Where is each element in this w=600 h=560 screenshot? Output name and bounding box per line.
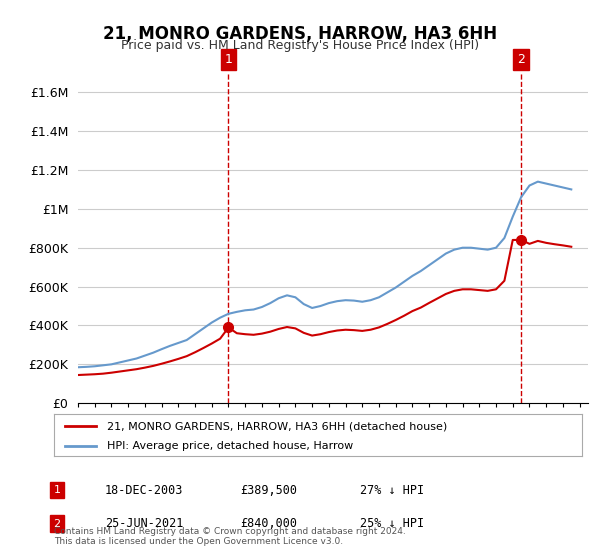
Text: 2: 2 <box>517 53 525 66</box>
Text: Contains HM Land Registry data © Crown copyright and database right 2024.
This d: Contains HM Land Registry data © Crown c… <box>54 526 406 546</box>
Text: Price paid vs. HM Land Registry's House Price Index (HPI): Price paid vs. HM Land Registry's House … <box>121 39 479 52</box>
Text: 1: 1 <box>53 485 61 495</box>
Text: £840,000: £840,000 <box>240 517 297 530</box>
Text: 25% ↓ HPI: 25% ↓ HPI <box>360 517 424 530</box>
Text: 27% ↓ HPI: 27% ↓ HPI <box>360 483 424 497</box>
Text: 1: 1 <box>224 53 232 66</box>
Text: HPI: Average price, detached house, Harrow: HPI: Average price, detached house, Harr… <box>107 441 353 451</box>
Text: 21, MONRO GARDENS, HARROW, HA3 6HH: 21, MONRO GARDENS, HARROW, HA3 6HH <box>103 25 497 43</box>
Text: 18-DEC-2003: 18-DEC-2003 <box>105 483 184 497</box>
Text: 21, MONRO GARDENS, HARROW, HA3 6HH (detached house): 21, MONRO GARDENS, HARROW, HA3 6HH (deta… <box>107 421 447 431</box>
Text: £389,500: £389,500 <box>240 483 297 497</box>
Text: 25-JUN-2021: 25-JUN-2021 <box>105 517 184 530</box>
Text: 2: 2 <box>53 519 61 529</box>
